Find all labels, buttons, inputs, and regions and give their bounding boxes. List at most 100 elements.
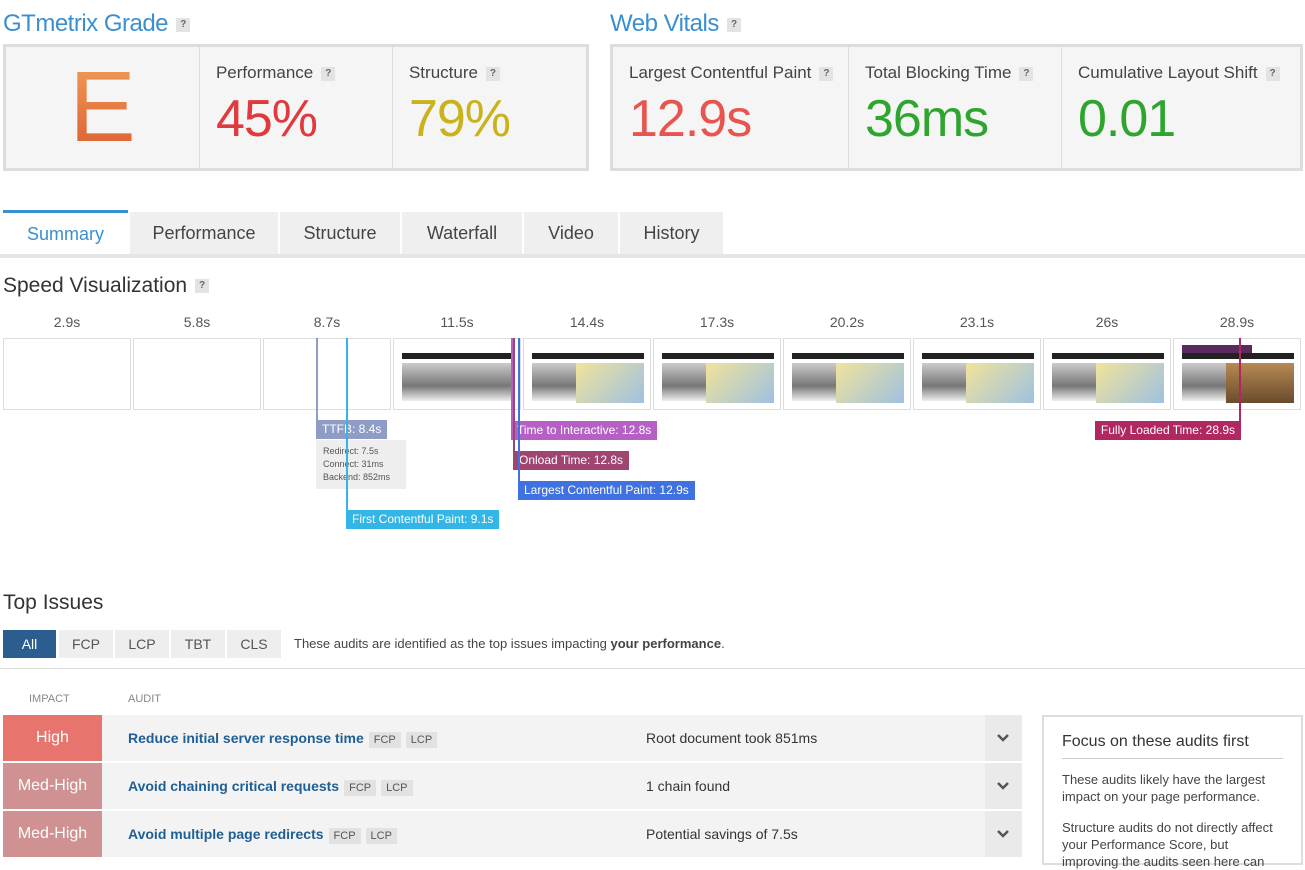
issues-title: Top Issues <box>3 591 104 614</box>
metric-cell: Performance? 45% <box>200 47 393 168</box>
marker-label: Time to Interactive: 12.8s <box>511 421 658 440</box>
frame-time: 26s <box>1095 314 1119 330</box>
chevron-icon <box>997 782 1009 790</box>
vital-cell: Total Blocking Time? 36ms <box>849 47 1062 168</box>
help-icon[interactable]: ? <box>485 66 500 81</box>
grade-title: GTmetrix Grade <box>3 10 169 37</box>
audit-name: Reduce initial server response time <box>128 730 364 746</box>
marker-line <box>316 338 318 420</box>
audit-name: Avoid chaining critical requests <box>128 778 340 794</box>
metric-label-text: Performance <box>215 63 314 82</box>
help-icon[interactable]: ? <box>726 17 741 32</box>
filter-button[interactable]: LCP <box>115 630 169 658</box>
help-icon[interactable]: ? <box>1265 66 1280 81</box>
help-icon[interactable]: ? <box>195 279 210 294</box>
filter-button[interactable]: CLS <box>227 630 281 658</box>
vitals-title: Web Vitals <box>610 10 719 37</box>
frame-thumbnail <box>1173 338 1301 410</box>
sidebar-paragraph: These audits likely have the largest imp… <box>1062 772 1266 804</box>
thumb-bar <box>922 353 1034 359</box>
tab[interactable]: Summary <box>3 210 128 255</box>
description-end: . <box>721 636 725 651</box>
filter-button[interactable]: All <box>3 630 56 658</box>
audit-cell: Reduce initial server response time FCP LC… <box>128 730 438 748</box>
issues-description: These audits are identified as the top i… <box>294 636 725 651</box>
tab[interactable]: Structure <box>280 212 400 254</box>
audit-tag: FCP <box>368 732 401 748</box>
marker-line <box>346 338 348 510</box>
frame-thumbnail <box>3 338 131 410</box>
help-icon[interactable]: ? <box>321 66 336 81</box>
tab[interactable]: Waterfall <box>402 212 522 254</box>
tab[interactable]: Performance <box>130 212 278 254</box>
thumb-hero <box>576 363 644 403</box>
vitals-heading: Web Vitals? <box>610 10 741 38</box>
frame-time: 20.2s <box>829 314 865 330</box>
thumb-banner <box>1182 345 1252 353</box>
metric-label: Performance? <box>216 63 392 83</box>
impact-badge: Med-High <box>3 763 102 809</box>
tab[interactable]: History <box>620 212 723 254</box>
vital-label-text: Cumulative Layout Shift <box>1078 63 1258 82</box>
vital-label-text: Total Blocking Time <box>865 63 1012 82</box>
metric-value: 79% <box>408 90 511 148</box>
vital-label: Cumulative Layout Shift? <box>1078 63 1300 83</box>
audit-result: Root document took 851ms <box>646 730 818 746</box>
thumb-bar <box>402 353 514 359</box>
frame-time: 11.5s <box>440 314 474 330</box>
frame-thumbnail <box>393 338 521 410</box>
issue-row[interactable]: Med-High Avoid chaining critical requests… <box>3 763 1022 809</box>
thumb-bar <box>1182 353 1294 359</box>
marker-label: Fully Loaded Time: 28.9s <box>1094 421 1241 440</box>
filter-button[interactable]: TBT <box>171 630 225 658</box>
thumb-bar <box>662 353 774 359</box>
speed-title: Speed Visualization <box>3 274 188 297</box>
vital-cell: Cumulative Layout Shift? 0.01 <box>1062 47 1300 168</box>
marker-line <box>1239 338 1241 421</box>
frame-time: 14.4s <box>569 314 605 330</box>
detail-line: Connect: 31ms <box>323 459 384 469</box>
audit-tag: LCP <box>365 828 397 844</box>
frame-time: 28.9s <box>1219 314 1255 330</box>
grade-box: E Performance? 45% Structure? 79% <box>3 44 589 171</box>
speed-heading: Speed Visualization? <box>3 274 210 298</box>
marker-label: TTFB: 8.4s <box>316 420 388 439</box>
marker-details: Redirect: 7.5s Connect: 31ms Backend: 852m… <box>316 440 406 489</box>
thumb-row <box>402 363 514 401</box>
frame-thumbnail <box>653 338 781 410</box>
thumb-hero <box>836 363 904 403</box>
filter-button[interactable]: FCP <box>59 630 113 658</box>
audit-result: Potential savings of 7.5s <box>646 826 798 842</box>
sidebar-title: Focus on these audits first <box>1062 733 1283 759</box>
tab[interactable]: Video <box>524 212 618 254</box>
frame-thumbnail <box>783 338 911 410</box>
frame-thumbnail <box>263 338 391 410</box>
marker-line <box>518 338 520 481</box>
marker-line <box>513 338 515 451</box>
help-icon[interactable]: ? <box>1019 66 1034 81</box>
thumb-hero <box>1226 363 1294 403</box>
column-header: AUDIT <box>128 693 161 705</box>
help-icon[interactable]: ? <box>819 66 834 81</box>
column-header: IMPACT <box>29 693 70 705</box>
thumb-hero <box>1096 363 1164 403</box>
impact-badge: High <box>3 715 102 761</box>
issue-row[interactable]: Med-High Avoid multiple page redirects FCP… <box>3 811 1022 857</box>
expand-button[interactable] <box>985 811 1022 857</box>
vital-label: Total Blocking Time? <box>865 63 1061 83</box>
audit-tag: FCP <box>328 828 361 844</box>
impact-badge: Med-High <box>3 811 102 857</box>
detail-line: Redirect: 7.5s <box>323 446 379 456</box>
issue-row[interactable]: High Reduce initial server response time F… <box>3 715 1022 761</box>
marker-label: Largest Contentful Paint: 12.9s <box>518 481 695 500</box>
expand-button[interactable] <box>985 715 1022 761</box>
help-icon[interactable]: ? <box>176 17 191 32</box>
expand-button[interactable] <box>985 763 1022 809</box>
frame-thumbnail <box>523 338 651 410</box>
vital-value: 12.9s <box>629 90 752 148</box>
vital-label-text: Largest Contentful Paint <box>629 63 812 82</box>
metric-value: 45% <box>215 90 318 148</box>
description-emphasis: your performance <box>610 636 722 651</box>
frame-time: 2.9s <box>53 314 81 330</box>
